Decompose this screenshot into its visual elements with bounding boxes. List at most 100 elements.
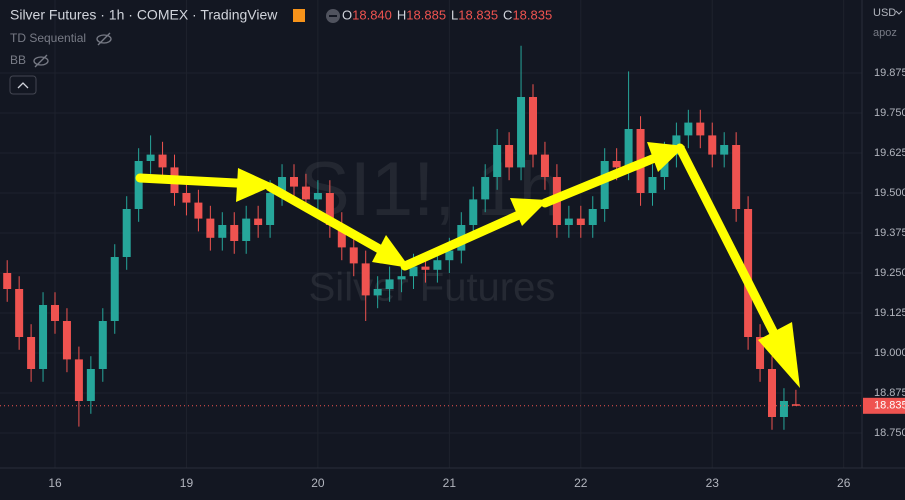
y-tick-label: 18.750: [874, 427, 905, 439]
eye-icon[interactable]: [33, 56, 49, 66]
candle-body: [122, 209, 131, 257]
candle-body: [361, 263, 370, 296]
arrows: [135, 143, 790, 360]
candle-body: [3, 273, 12, 289]
candle-body: [218, 225, 227, 238]
candle-body: [194, 202, 203, 219]
account[interactable]: apoz: [873, 27, 897, 39]
candle-body: [349, 247, 358, 264]
y-tick-label: 19.625: [874, 147, 905, 159]
candle-body: [254, 218, 263, 225]
eye-icon[interactable]: [96, 34, 112, 44]
candle-body: [98, 321, 107, 369]
candle-body: [517, 97, 526, 168]
arrow-line: [265, 182, 395, 260]
candle-body: [672, 135, 681, 155]
candle-body: [791, 404, 800, 406]
candle-body: [732, 145, 741, 209]
symbol-title: Silver Futures · 1h · COMEX · TradingVie…: [10, 7, 278, 23]
candle-body: [74, 359, 83, 401]
grid: [0, 0, 862, 468]
candle-body: [242, 218, 251, 241]
candle-body: [373, 289, 382, 296]
x-tick-label: 19: [180, 476, 194, 490]
ohlc-value: 18.835: [458, 7, 498, 22]
candle-body: [588, 209, 597, 225]
candle-body: [266, 193, 275, 225]
candle-body: [612, 161, 621, 168]
collapse-icon: [17, 82, 29, 89]
last-price-box: [863, 397, 905, 414]
candle-body: [648, 177, 657, 193]
ohlc-value: 18.835: [512, 7, 552, 22]
candle-body: [158, 154, 167, 168]
collapse-button[interactable]: [9, 75, 37, 95]
currency-caret: [895, 10, 903, 15]
ohlc-key: L: [451, 7, 458, 22]
arrow-head: [236, 168, 275, 202]
candle-body: [720, 145, 729, 155]
candle-body: [385, 279, 394, 289]
candle-body: [134, 161, 143, 209]
y-tick-label: 19.125: [874, 307, 905, 319]
candle-body: [768, 369, 776, 417]
candle-body: [230, 225, 239, 241]
candle-body: [27, 337, 36, 369]
arrow-line: [675, 143, 790, 360]
candle-body: [337, 225, 346, 248]
candle-body: [39, 305, 48, 369]
candle-body: [301, 186, 310, 200]
y-tick-label: 19.750: [874, 107, 905, 119]
candle-body: [708, 135, 717, 155]
axes: 18.750 18.875 19.000 19.125 19.250 19.375 19.5…: [0, 67, 905, 490]
y-tick-label: 19.500: [874, 187, 905, 199]
candle-body: [433, 260, 442, 270]
candle-body: [684, 122, 693, 136]
candle-body: [576, 218, 585, 225]
candle-body: [696, 122, 705, 136]
arrow-heads: [236, 142, 800, 388]
candle-body: [146, 154, 155, 161]
eye-slash: [34, 54, 48, 68]
ohlc-key: O: [342, 7, 352, 22]
y-tick-label: 19.250: [874, 267, 905, 279]
y-tick-label: 19.375: [874, 227, 905, 239]
candle-body: [182, 193, 191, 203]
x-tick-label: 26: [837, 476, 851, 490]
indicator-label[interactable]: TD Sequential: [10, 31, 86, 45]
candle-body: [62, 321, 71, 360]
candle-body: [624, 129, 633, 168]
candle-body: [445, 250, 454, 261]
candle-body: [86, 369, 95, 401]
candle-body: [756, 337, 765, 369]
ohlc-value: 18.885: [406, 7, 446, 22]
candle-body: [110, 257, 119, 321]
x-tick-label: 23: [706, 476, 720, 490]
candle-body: [15, 289, 24, 337]
candle-body: [409, 266, 418, 277]
candle-body: [779, 401, 788, 417]
candle-body: [660, 154, 669, 177]
x-tick-label: 22: [574, 476, 588, 490]
x-tick-label: 16: [48, 476, 62, 490]
candle-body: [51, 305, 59, 321]
arrow-head: [372, 235, 410, 268]
indicator-label[interactable]: BB: [10, 53, 26, 67]
candle-body: [290, 177, 298, 187]
y-tick-label: 19.875: [874, 67, 905, 79]
ohlc-key: H: [397, 7, 406, 22]
candle-body: [481, 177, 490, 200]
currency[interactable]: USD: [873, 7, 896, 19]
candle-body: [540, 154, 549, 177]
y-tick-label: 18.875: [874, 387, 905, 399]
candle-body: [206, 218, 215, 238]
candle-body: [278, 177, 287, 193]
candle-body: [325, 193, 334, 225]
ohlc-legend: O 18.840 H 18.885 L 18.835 C 18.835: [342, 7, 552, 22]
candle-body: [564, 218, 573, 225]
hide-icons[interactable]: [33, 32, 112, 68]
flag-icon[interactable]: [293, 9, 305, 22]
candle-body: [600, 161, 609, 209]
